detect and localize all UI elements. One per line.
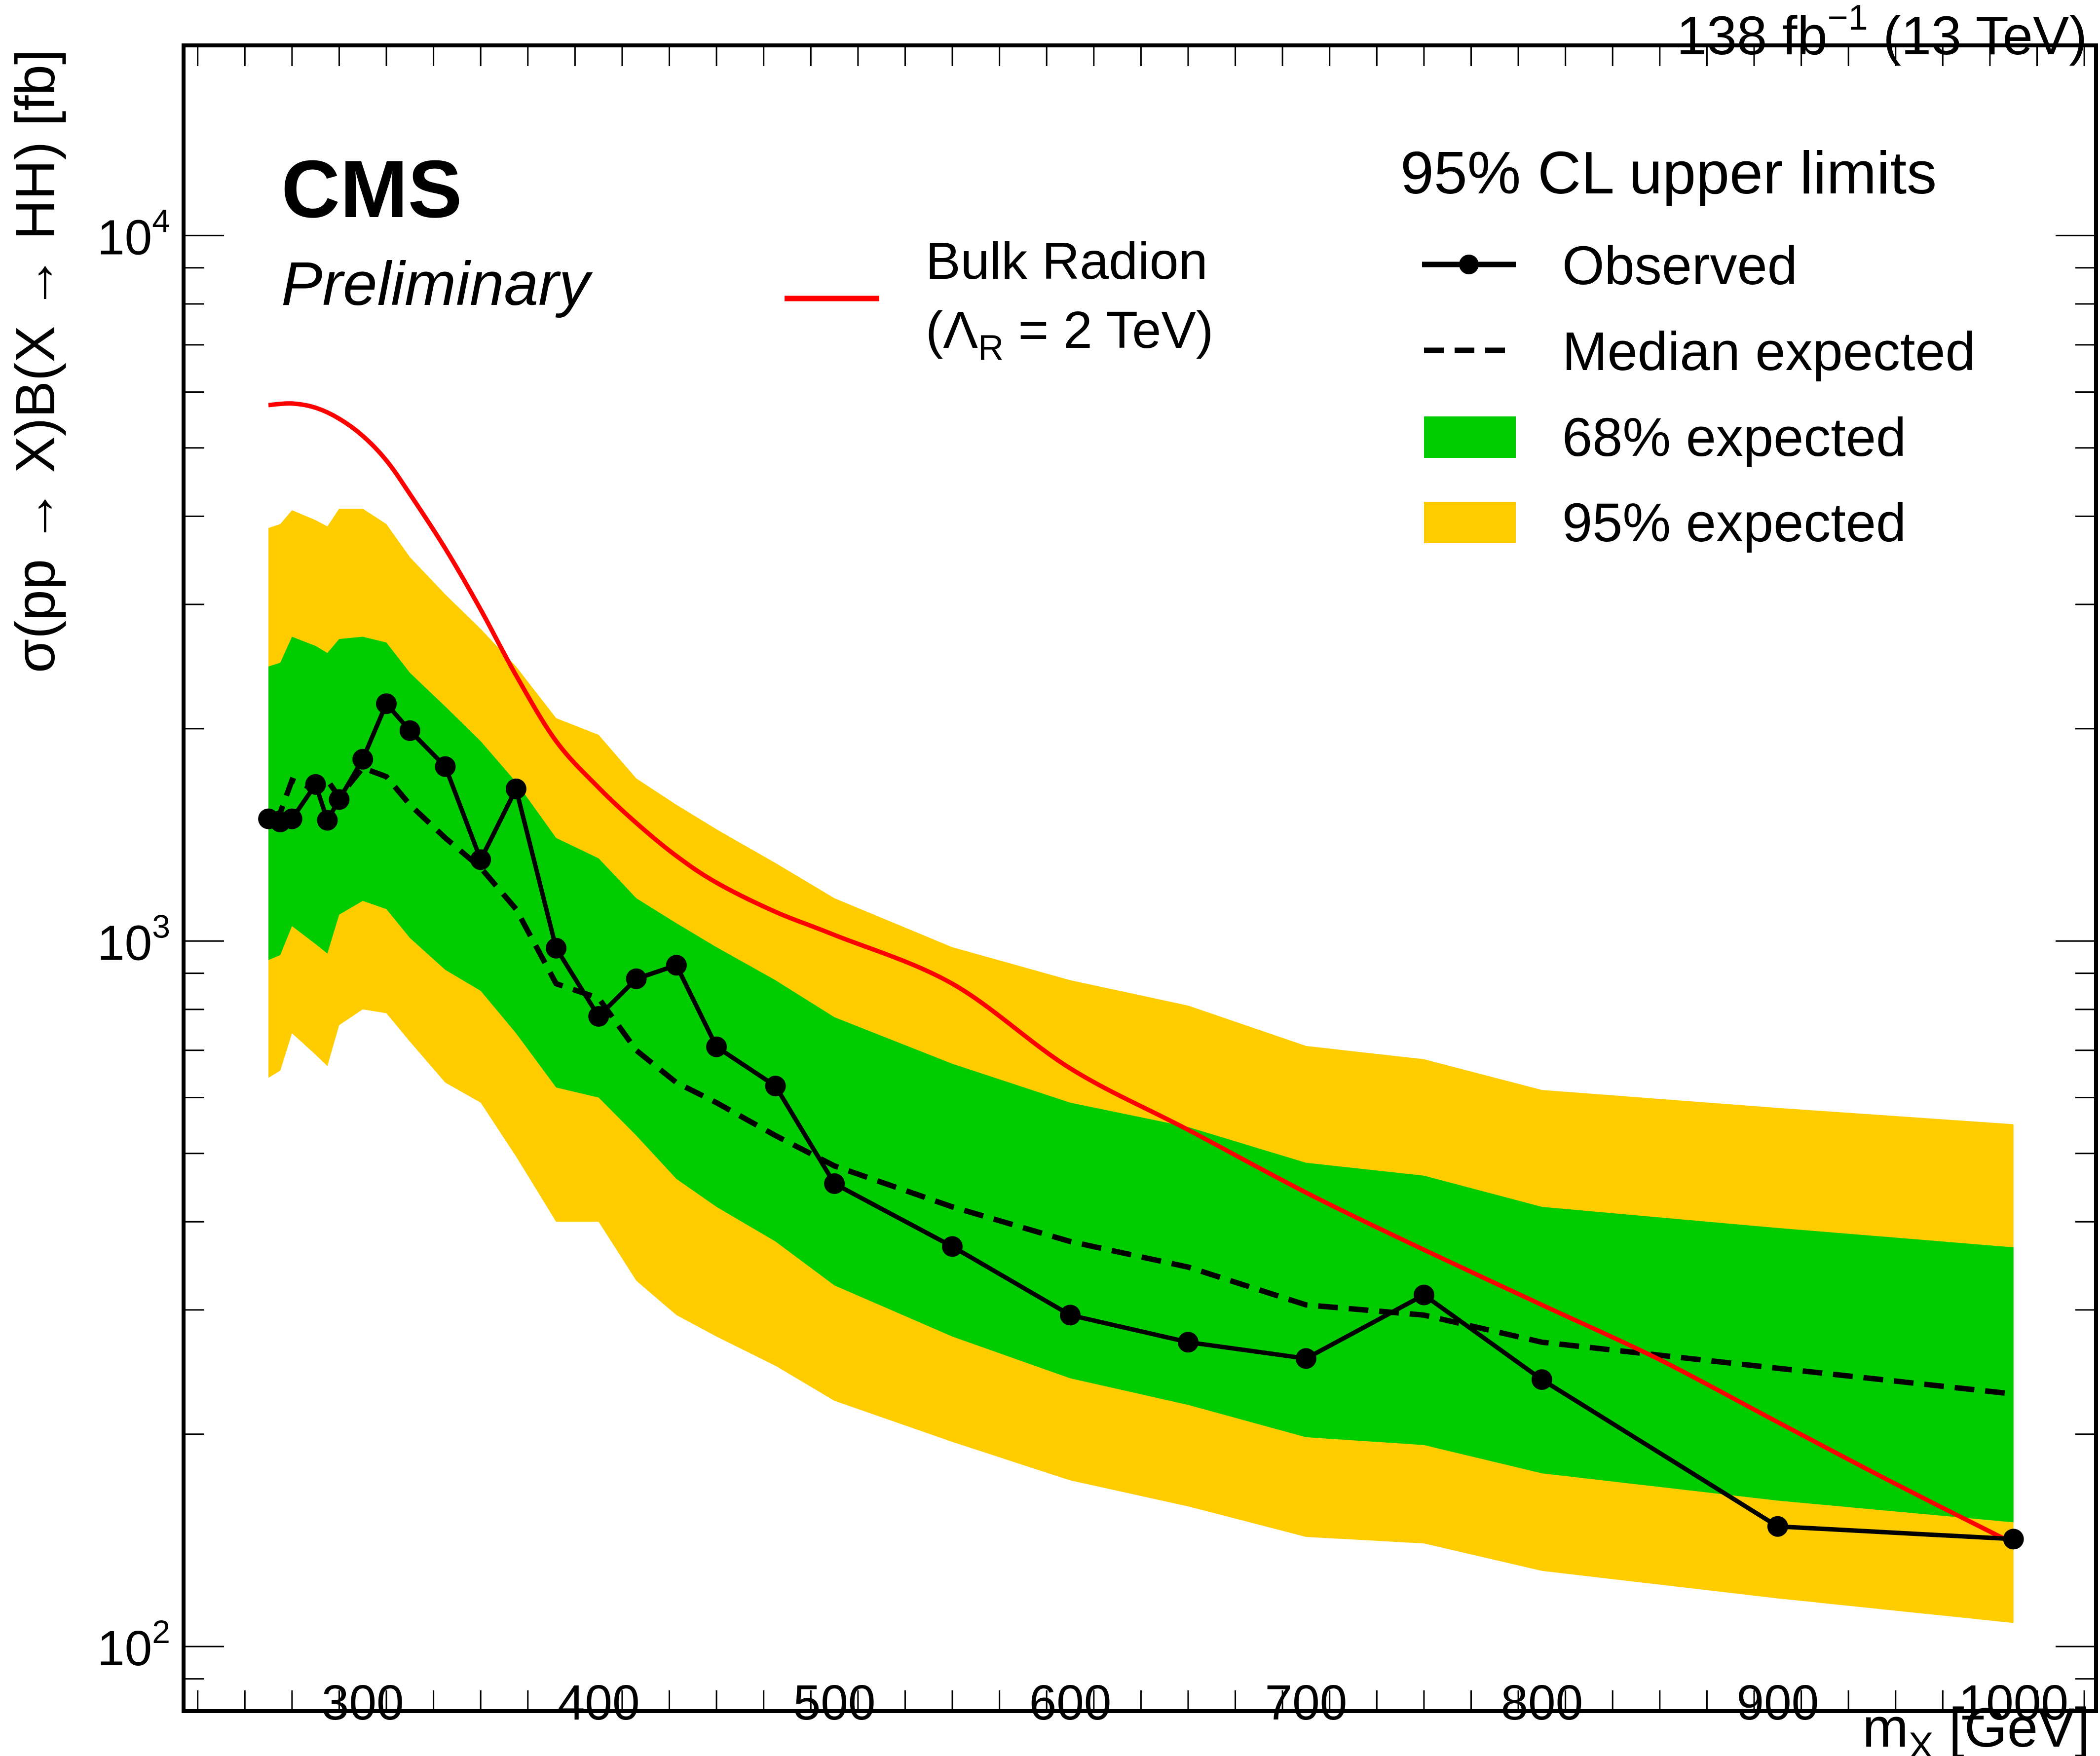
y-tick-label-base: 10 — [97, 915, 152, 971]
observed-point — [505, 778, 526, 799]
legend-observed-marker — [1459, 255, 1479, 274]
observed-point — [1767, 1516, 1788, 1537]
observed-point — [352, 748, 374, 770]
axis-ticks — [184, 45, 2096, 1711]
legend-band95-swatch — [1424, 502, 1516, 543]
median-expected-line — [267, 764, 2014, 1397]
observed-point — [1531, 1369, 1552, 1390]
observed-point — [2003, 1529, 2024, 1550]
preliminary-label: Preliminary — [281, 250, 593, 318]
y-tick-label-exponent: 3 — [152, 908, 170, 944]
legend-band68-swatch — [1424, 416, 1516, 458]
legend-theory-label-1: Bulk Radion — [926, 232, 1208, 290]
band-68-expected — [268, 636, 2014, 1523]
x-axis-label: mX [GeV] — [1863, 1697, 2090, 1756]
legend-title: 95% CL upper limits — [1400, 139, 1937, 206]
observed-points-layer — [258, 693, 2024, 1550]
x-tick-label: 300 — [322, 1675, 404, 1730]
observed-point — [1413, 1284, 1434, 1306]
bands-layer — [268, 509, 2014, 1623]
y-tick-label-base: 10 — [97, 210, 152, 265]
x-tick-label: 600 — [1029, 1675, 1112, 1730]
observed-point — [281, 808, 302, 829]
lumi-label: 138 fb−1 (13 TeV) — [1677, 0, 2087, 66]
legend-band68-label: 68% expected — [1562, 407, 1906, 468]
y-axis-label: σ(pp → X)B(X → HH) [fb] — [4, 49, 66, 673]
observed-point — [317, 810, 338, 831]
y-tick-label: 103 — [97, 908, 170, 971]
y-tick-label: 104 — [97, 202, 170, 265]
x-tick-label: 500 — [793, 1675, 876, 1730]
x-tick-label: 1000 — [1958, 1675, 2068, 1730]
legend-theory-label-2: (ΛR = 2 TeV) — [926, 301, 1213, 368]
observed-point — [1178, 1332, 1199, 1353]
y-tick-label: 102 — [97, 1613, 170, 1676]
x-tick-label: 400 — [558, 1675, 640, 1730]
x-tick-label: 800 — [1500, 1675, 1583, 1730]
x-tick-label: 900 — [1736, 1675, 1819, 1730]
legend-median-label: Median expected — [1562, 321, 1976, 382]
observed-point — [765, 1076, 786, 1097]
plot-frame — [182, 43, 2098, 1713]
bulk-radion-theory-line — [268, 401, 2015, 1546]
x-tick-labels: 300 400 500 600 700 800 900 1000 — [322, 1675, 2068, 1730]
observed-point — [588, 1006, 609, 1027]
observed-point — [376, 693, 397, 714]
observed-point — [666, 955, 687, 976]
observed-point — [706, 1036, 727, 1057]
observed-point — [824, 1173, 845, 1194]
y-tick-label-base: 10 — [97, 1621, 152, 1676]
legend-observed-label: Observed — [1562, 235, 1798, 296]
observed-point — [546, 937, 567, 959]
observed-point — [1295, 1348, 1316, 1369]
y-tick-label-exponent: 2 — [152, 1613, 170, 1650]
x-tick-label: 700 — [1265, 1675, 1348, 1730]
observed-point — [305, 774, 326, 795]
observed-point — [942, 1236, 963, 1257]
observed-point — [435, 756, 456, 777]
observed-point — [470, 849, 491, 870]
observed-point — [329, 789, 350, 810]
observed-point — [1060, 1305, 1081, 1326]
legend-band95-label: 95% expected — [1562, 492, 1906, 553]
observed-point — [626, 968, 647, 989]
observed-point — [399, 720, 420, 741]
cms-logo-text: CMS — [281, 144, 462, 234]
y-tick-label-exponent: 4 — [152, 202, 170, 239]
